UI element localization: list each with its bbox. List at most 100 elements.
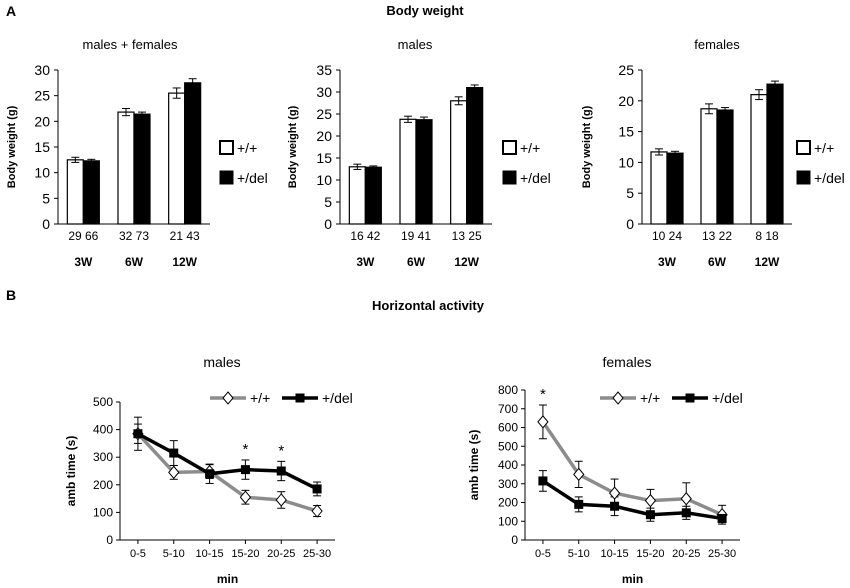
y-tick-label: 200 (93, 478, 113, 492)
y-axis-label: Body weight (g) (287, 105, 299, 188)
series-line-del (541, 479, 723, 521)
marker-del-10-15 (610, 501, 620, 511)
bar-del-6W (415, 119, 433, 225)
bar-chart-f: females Body weight (g) 0 5 10 15 20 25 10 24 3W 1… (581, 37, 845, 269)
marker-del-10-15 (205, 469, 215, 479)
x-tick-label-20-25: 20-25 (267, 548, 295, 560)
bar-wt-6W (117, 111, 135, 225)
marker-wt-15-20 (239, 490, 252, 505)
bar-chart-m: males Body weight (g) 0 5 10 15 20 25 30 35 16 42 3… (287, 37, 551, 269)
series-line-wt (541, 420, 723, 517)
y-tick-label: 20 (316, 128, 332, 144)
bar-del-6W (716, 109, 734, 225)
y-tick-label: 100 (93, 505, 113, 519)
marker-wt-5-10 (168, 465, 180, 480)
bar-del-6W (133, 113, 151, 225)
significance-marker: * (242, 441, 248, 458)
x-group-label-3W: 3W (74, 255, 93, 269)
marker-del-5-10 (169, 448, 179, 458)
legend-swatch-del (502, 170, 517, 185)
marker-wt-0-5 (537, 415, 549, 429)
bar-wt-6W (399, 118, 417, 225)
marker-wt-15-20 (644, 493, 657, 508)
n-label-12W: 21 43 (170, 229, 200, 243)
bar-chart-mf: males + females Body weight (g) 0 5 10 15 20 25… (6, 37, 268, 269)
panel-letter-b: B (6, 287, 16, 303)
marker-del-25-30 (717, 513, 727, 523)
bar-del-3W (82, 160, 100, 225)
panel-letter-a: A (6, 3, 16, 19)
legend-label-del: +/del (322, 390, 353, 406)
y-tick-label: 800 (498, 383, 518, 397)
legend-swatch-del (219, 170, 234, 185)
y-axis-label: Body weight (g) (6, 105, 18, 188)
x-tick-label-5-10: 5-10 (568, 548, 590, 560)
y-tick-label: 0 (626, 216, 634, 232)
significance-marker: * (278, 442, 284, 459)
marker-del-20-25 (276, 466, 286, 476)
y-tick-label: 300 (93, 450, 113, 464)
x-group-label-12W: 12W (172, 255, 197, 269)
n-label-12W: 13 25 (452, 229, 482, 243)
series-line-del (137, 432, 318, 491)
legend-marker-del (685, 393, 695, 403)
marker-del-15-20 (240, 465, 250, 475)
panel-title-horizontal-activity: Horizontal activity (372, 298, 485, 313)
y-tick-label: 25 (618, 62, 634, 78)
n-label-3W: 29 66 (68, 229, 98, 243)
n-label-3W: 16 42 (350, 229, 380, 243)
bar-wt-12W (750, 94, 768, 225)
x-group-label-6W: 6W (125, 255, 144, 269)
y-tick-label: 25 (34, 88, 50, 104)
series-line-wt (136, 432, 318, 513)
n-label-12W: 8 18 (755, 229, 779, 243)
line-chart-males: males amb time (s) min 0 100 200 300 400 500 0-5 5… (64, 354, 353, 586)
y-tick-label: 15 (316, 150, 332, 166)
bar-del-12W (766, 83, 784, 225)
marker-wt-25-30 (311, 504, 323, 518)
n-label-6W: 19 41 (401, 229, 431, 243)
y-tick-label: 10 (618, 154, 634, 170)
marker-del-25-30 (312, 484, 322, 494)
legend-label-wt: +/+ (814, 140, 834, 156)
chart-title: males (203, 354, 240, 370)
legend-swatch-wt (502, 140, 517, 155)
marker-del-15-20 (645, 510, 655, 520)
marker-del-0-5 (538, 476, 548, 486)
marker-wt-20-25 (680, 491, 692, 506)
chart-title: females (602, 354, 651, 370)
legend-swatch-wt (796, 140, 811, 155)
x-tick-label-25-30: 25-30 (303, 548, 331, 560)
bar-wt-3W (348, 166, 366, 225)
x-tick-label-15-20: 15-20 (231, 548, 259, 560)
y-tick-label: 400 (93, 423, 113, 437)
chart-title: females (694, 37, 740, 52)
y-axis-label: amb time (s) (467, 430, 481, 501)
y-tick-label: 100 (498, 514, 518, 528)
marker-del-5-10 (574, 499, 584, 509)
y-tick-label: 300 (498, 477, 518, 491)
bar-wt-3W (66, 159, 84, 225)
y-tick-label: 0 (42, 216, 50, 232)
x-axis-label: min (217, 572, 238, 586)
marker-del-0-5 (133, 429, 143, 439)
x-tick-label-25-30: 25-30 (708, 548, 736, 560)
legend-label-wt: +/+ (250, 390, 270, 406)
significance-marker: * (540, 386, 546, 403)
bar-del-3W (364, 166, 382, 225)
y-tick-label: 5 (42, 190, 50, 206)
x-group-label-3W: 3W (356, 255, 375, 269)
legend-label-del: +/del (712, 390, 743, 406)
n-label-6W: 13 22 (702, 229, 732, 243)
bar-wt-12W (168, 92, 186, 225)
legend-marker-del (295, 393, 305, 403)
y-tick-label: 25 (316, 106, 332, 122)
y-tick-label: 0 (324, 216, 332, 232)
legend-swatch-wt (219, 140, 234, 155)
y-axis-label: Body weight (g) (581, 105, 593, 188)
n-label-3W: 10 24 (652, 229, 682, 243)
legend-marker-wt (222, 391, 234, 405)
bar-del-12W (184, 82, 202, 225)
y-tick-label: 20 (34, 113, 50, 129)
